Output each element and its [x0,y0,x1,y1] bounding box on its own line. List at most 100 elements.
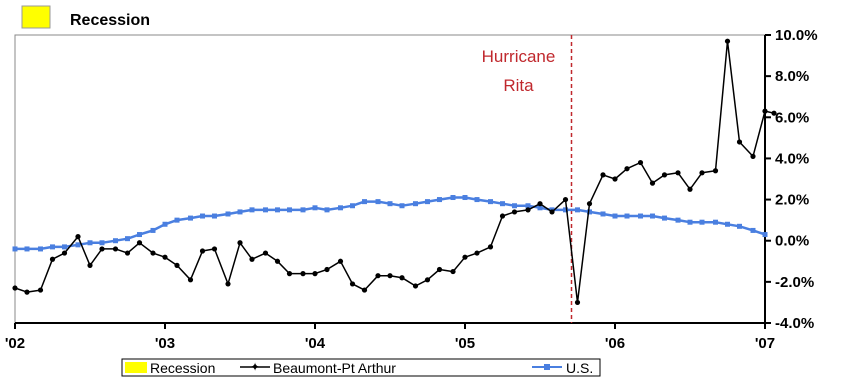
point-beaumont-pt-arthur [575,300,580,305]
point-u-s [163,222,168,227]
point-beaumont-pt-arthur [237,240,242,245]
point-beaumont-pt-arthur [225,281,230,286]
y-tick-label: 4.0% [775,150,809,167]
x-axis-ticks: '02 '03 '04 '05 '06 '07 [5,323,775,352]
x-tick-label: '07 [755,335,775,352]
point-u-s [713,220,718,225]
point-beaumont-pt-arthur [662,172,667,177]
point-u-s [338,205,343,210]
point-u-s [512,203,517,208]
point-u-s [650,214,655,219]
point-u-s [113,238,118,243]
annotation-hurricane: Hurricane [482,47,556,66]
point-u-s [463,195,468,200]
y-tick-label: 2.0% [775,192,809,209]
point-beaumont-pt-arthur [549,209,554,214]
legend-label-us: U.S. [566,360,593,376]
legend-marker-us [544,364,550,370]
point-u-s [613,214,618,219]
point-beaumont-pt-arthur [113,246,118,251]
point-beaumont-pt-arthur [725,39,730,44]
point-u-s [50,244,55,249]
point-u-s [763,232,768,237]
point-beaumont-pt-arthur [62,250,67,255]
point-u-s [451,195,456,200]
point-beaumont-pt-arthur [162,255,167,260]
point-u-s [287,207,292,212]
point-beaumont-pt-arthur [563,197,568,202]
x-tick-label: '03 [155,335,175,352]
point-beaumont-pt-arthur [275,259,280,264]
point-u-s [662,216,667,221]
point-beaumont-pt-arthur [450,269,455,274]
point-beaumont-pt-arthur [75,234,80,239]
point-u-s [350,203,355,208]
point-beaumont-pt-arthur [99,246,104,251]
point-u-s [625,214,630,219]
point-u-s [188,216,193,221]
point-beaumont-pt-arthur [437,267,442,272]
point-beaumont-pt-arthur [38,287,43,292]
point-beaumont-pt-arthur [399,275,404,280]
point-u-s [313,205,318,210]
legend-label-recession: Recession [150,360,215,376]
point-u-s [76,242,81,247]
y-tick-label: 0.0% [775,233,809,250]
point-u-s [700,220,705,225]
x-tick-label: '05 [455,335,475,352]
y-tick-label: 8.0% [775,68,809,85]
annotation-rita: Rita [503,76,534,95]
point-u-s [425,199,430,204]
y-tick-label: -4.0% [775,315,814,332]
x-tick-label: '02 [5,335,25,352]
point-beaumont-pt-arthur [212,246,217,251]
point-beaumont-pt-arthur [362,287,367,292]
point-u-s [400,203,405,208]
point-beaumont-pt-arthur [300,271,305,276]
point-u-s [100,240,105,245]
legend-label-beaumont: Beaumont-Pt Arthur [273,360,396,376]
point-u-s [88,240,93,245]
point-u-s [488,199,493,204]
point-u-s [475,197,480,202]
point-beaumont-pt-arthur [174,263,179,268]
point-u-s [212,214,217,219]
point-beaumont-pt-arthur [512,209,517,214]
point-u-s [688,220,693,225]
point-u-s [413,201,418,206]
point-u-s [325,207,330,212]
point-beaumont-pt-arthur [188,277,193,282]
point-u-s [38,246,43,251]
point-beaumont-pt-arthur [200,248,205,253]
point-u-s [238,209,243,214]
point-beaumont-pt-arthur [750,154,755,159]
point-u-s [388,201,393,206]
point-beaumont-pt-arthur [762,109,767,114]
point-u-s [376,199,381,204]
point-beaumont-pt-arthur [387,273,392,278]
point-beaumont-pt-arthur [462,255,467,260]
point-u-s [275,207,280,212]
point-beaumont-pt-arthur [537,201,542,206]
point-u-s [175,218,180,223]
point-beaumont-pt-arthur [525,207,530,212]
y-axis-ticks: 10.0% 8.0% 6.0% 4.0% 2.0% 0.0% -2.0% -4.0% [765,27,818,332]
point-u-s [575,207,580,212]
point-beaumont-pt-arthur [287,271,292,276]
point-u-s [25,246,30,251]
point-beaumont-pt-arthur [687,187,692,192]
point-beaumont-pt-arthur [12,285,17,290]
point-u-s [62,244,67,249]
point-beaumont-pt-arthur [425,277,430,282]
y-tick-label: -2.0% [775,274,814,291]
point-beaumont-pt-arthur [474,250,479,255]
point-beaumont-pt-arthur [488,244,493,249]
point-beaumont-pt-arthur [324,267,329,272]
point-u-s [676,218,681,223]
point-beaumont-pt-arthur [771,111,776,116]
point-u-s [737,224,742,229]
point-u-s [137,232,142,237]
point-beaumont-pt-arthur [699,170,704,175]
legend-marker-beaumont: ✦ [250,360,260,374]
